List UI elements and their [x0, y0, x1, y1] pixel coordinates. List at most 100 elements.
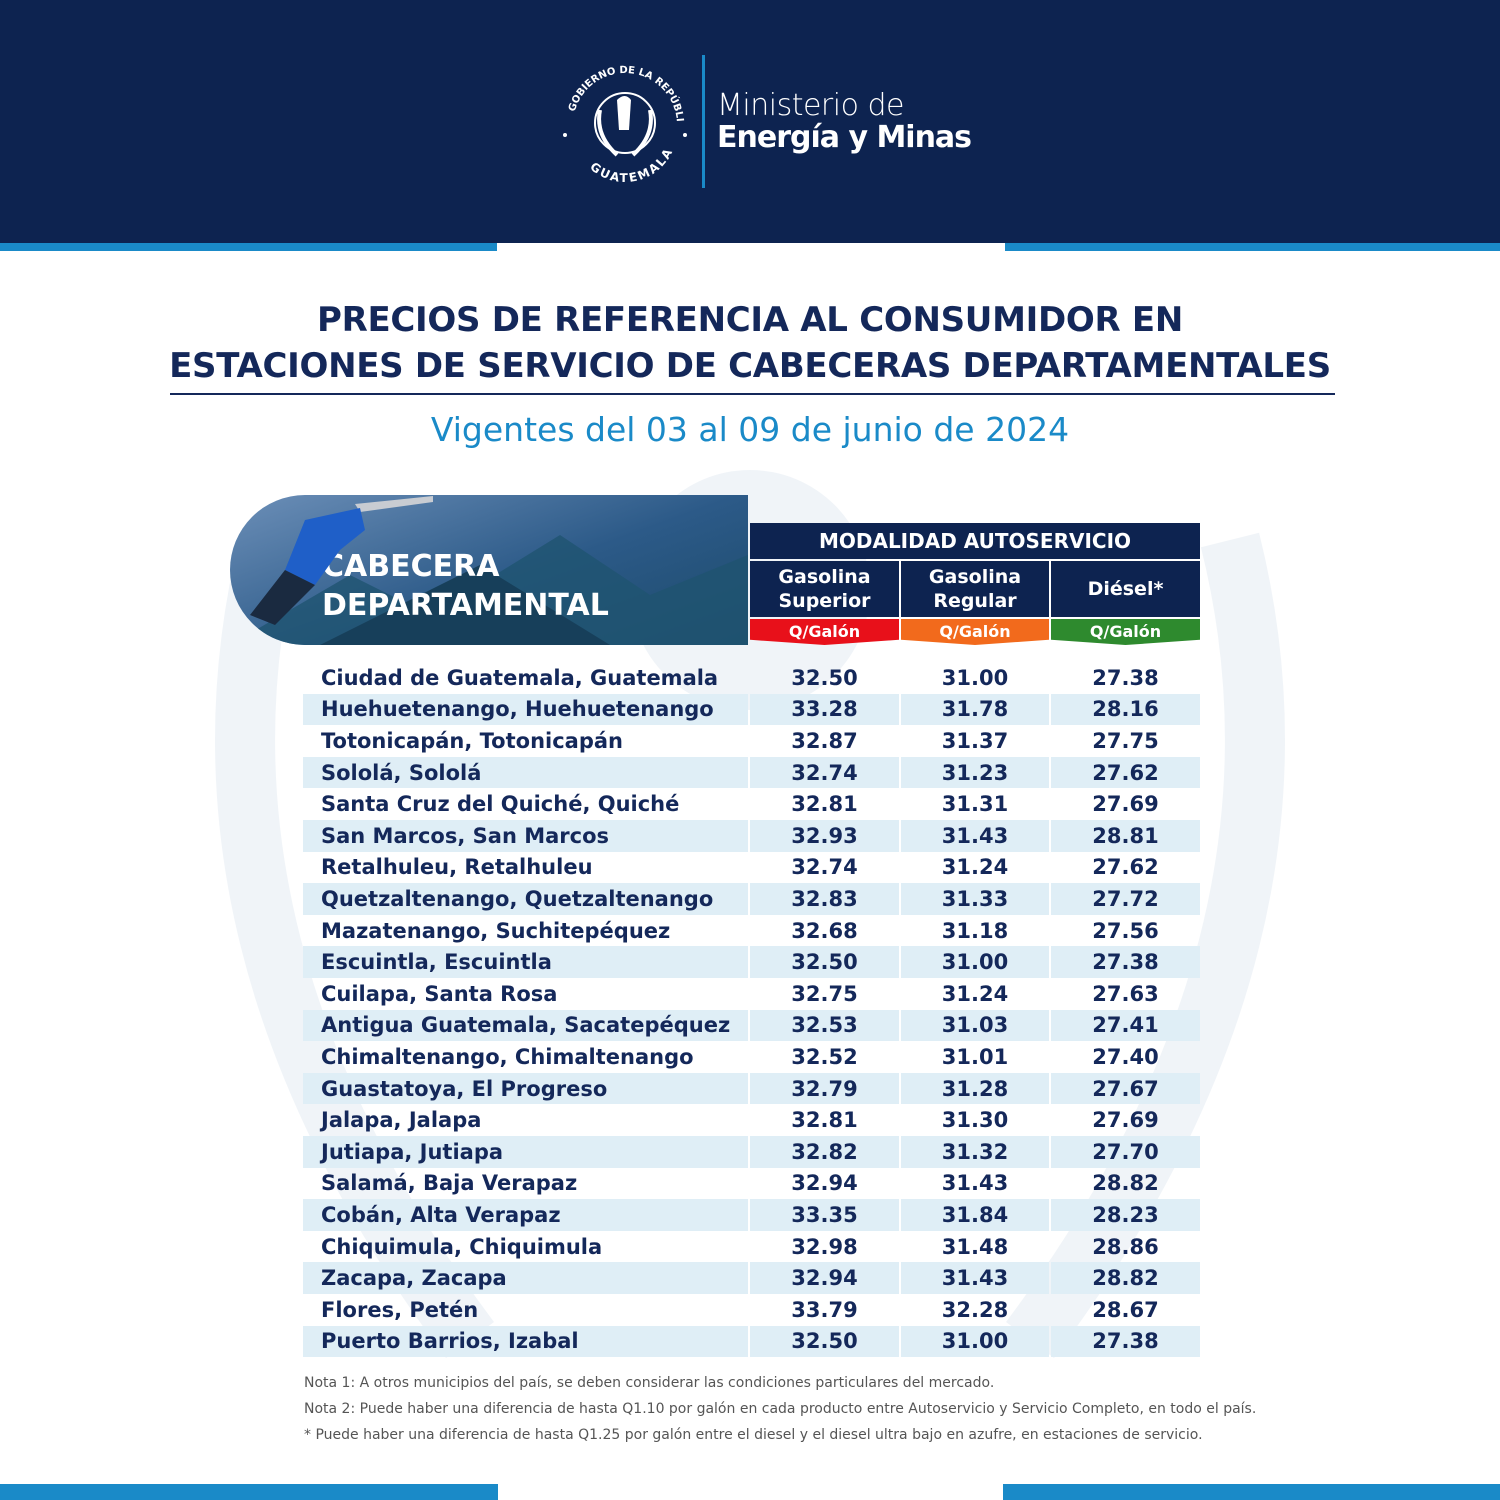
price-cell: 28.67 — [1092, 1297, 1159, 1322]
unit-label-diesel: Q/Galón — [1051, 619, 1200, 645]
city-name: Salamá, Baja Verapaz — [321, 1171, 578, 1196]
column-header-line: Regular — [933, 590, 1017, 612]
table-row: Guastatoya, El Progreso 32.79 31.28 27.67 — [303, 1072, 1200, 1105]
price-cell: 31.28 — [901, 1072, 1049, 1105]
price-cell: 31.43 — [941, 1171, 1009, 1196]
price-cell: 27.67 — [1051, 1072, 1200, 1105]
city-name: Zacapa, Zacapa — [303, 1262, 748, 1294]
price-cell: 31.00 — [941, 665, 1009, 690]
price-cell: 27.69 — [1092, 1108, 1159, 1133]
price-cell: 27.38 — [1051, 946, 1200, 978]
svg-text:GUATEMALA: GUATEMALA — [587, 145, 675, 185]
table-row: Mazatenango, Suchitepéquez 32.68 31.18 27.5… — [303, 915, 1200, 947]
header-banner — [0, 0, 1500, 243]
price-cell: 31.23 — [901, 756, 1049, 789]
ministry-name-line1: Ministerio de — [717, 88, 904, 123]
city-name: Chimaltenango, Chimaltenango — [321, 1044, 694, 1069]
price-cell: 31.03 — [901, 1009, 1049, 1042]
city-name: Puerto Barrios, Izabal — [303, 1325, 748, 1358]
price-cell: 31.18 — [941, 918, 1009, 943]
price-cell: 31.24 — [941, 981, 1009, 1006]
price-cell: 31.01 — [941, 1044, 1009, 1069]
price-cell: 33.28 — [750, 693, 899, 726]
table-row: San Marcos, San Marcos 32.93 31.43 28.81 — [303, 820, 1200, 852]
note-2: Nota 2: Puede haber una diferencia de ha… — [304, 1401, 1257, 1417]
table-row: Jalapa, Jalapa 32.81 31.30 27.69 — [303, 1104, 1200, 1136]
accent-strip — [0, 1484, 498, 1500]
table-row: Chiquimula, Chiquimula 32.98 31.48 28.86 — [303, 1231, 1200, 1263]
price-cell: 32.50 — [750, 946, 899, 978]
table-row: Cuilapa, Santa Rosa 32.75 31.24 27.63 — [303, 978, 1200, 1010]
table-row: Ciudad de Guatemala, Guatemala 32.50 31.00… — [303, 662, 1200, 694]
column-header-line: Gasolina — [928, 566, 1022, 588]
city-name: Jutiapa, Jutiapa — [303, 1136, 748, 1168]
city-name: Sololá, Sololá — [303, 756, 748, 789]
price-cell: 31.32 — [901, 1136, 1049, 1168]
row-header-line2: DEPARTAMENTAL — [322, 588, 609, 623]
city-name: Cuilapa, Santa Rosa — [321, 981, 558, 1006]
table-row: Salamá, Baja Verapaz 32.94 31.43 28.82 — [303, 1168, 1200, 1200]
note-1: Nota 1: A otros municipios del país, se … — [304, 1375, 995, 1391]
price-cell: 32.50 — [791, 665, 858, 690]
price-cell: 32.93 — [750, 820, 899, 852]
table-row: Cobán, Alta Verapaz 33.35 31.84 28.23 — [303, 1199, 1200, 1231]
price-cell: 32.79 — [750, 1072, 899, 1105]
table-row: Escuintla, Escuintla 32.50 31.00 27.38 — [303, 946, 1200, 978]
group-header: MODALIDAD AUTOSERVICIO — [750, 523, 1200, 559]
price-cell: 31.43 — [901, 1262, 1049, 1294]
price-cell: 27.38 — [1051, 1325, 1200, 1358]
price-cell: 31.37 — [941, 728, 1009, 753]
table-row: Puerto Barrios, Izabal 32.50 31.00 27.38 — [303, 1325, 1200, 1358]
page-title-line1: PRECIOS DE REFERENCIA AL CONSUMIDOR EN — [316, 300, 1184, 340]
price-cell: 31.78 — [901, 693, 1049, 726]
price-cell: 31.24 — [941, 855, 1009, 880]
unit-label-superior: Q/Galón — [750, 619, 899, 645]
city-name: Retalhuleu, Retalhuleu — [321, 855, 593, 880]
price-cell: 27.62 — [1092, 855, 1159, 880]
price-cell: 33.35 — [750, 1199, 899, 1231]
city-name: Chiquimula, Chiquimula — [321, 1234, 603, 1259]
price-cell: 32.74 — [750, 756, 899, 789]
table-row: Totonicapán, Totonicapán 32.87 31.37 27.75 — [303, 725, 1200, 757]
table-row: Retalhuleu, Retalhuleu 32.74 31.24 27.62 — [303, 852, 1200, 884]
mountains-illustration — [230, 535, 748, 645]
validity-subtitle: Vigentes del 03 al 09 de junio de 2024 — [430, 410, 1070, 449]
column-header-line: Superior — [778, 590, 871, 612]
unit-label-regular: Q/Galón — [901, 619, 1049, 645]
price-cell: 27.62 — [1051, 756, 1200, 789]
price-cell: 32.50 — [750, 1325, 899, 1358]
column-header-regular: Gasolina Regular — [901, 561, 1049, 617]
price-cell: 28.81 — [1051, 820, 1200, 852]
column-header-diesel: Diésel* — [1051, 561, 1200, 617]
price-cell: 31.31 — [941, 792, 1009, 817]
accent-strip — [1003, 1484, 1500, 1500]
accent-strip — [1005, 243, 1500, 251]
price-cell: 31.48 — [941, 1234, 1009, 1259]
city-name: Antigua Guatemala, Sacatepéquez — [303, 1009, 748, 1042]
accent-strip — [0, 243, 497, 251]
price-cell: 27.38 — [1092, 665, 1159, 690]
fuel-nozzle-icon — [250, 496, 433, 625]
guatemala-seal-logo: GOBIERNO DE LA REPÚBLICA GUATEMALA — [555, 55, 687, 185]
price-cell: 27.56 — [1092, 918, 1159, 943]
price-cell: 28.23 — [1051, 1199, 1200, 1231]
table-row: Santa Cruz del Quiché, Quiché 32.81 31.31 2… — [303, 788, 1200, 820]
price-cell: 27.41 — [1051, 1009, 1200, 1042]
price-cell: 32.87 — [791, 728, 858, 753]
price-cell: 32.74 — [791, 855, 858, 880]
table-row: Sololá, Sololá 32.74 31.23 27.62 — [303, 756, 1200, 789]
city-name: Quetzaltenango, Quetzaltenango — [303, 883, 748, 915]
city-name: Santa Cruz del Quiché, Quiché — [321, 792, 680, 817]
price-cell: 32.81 — [791, 792, 858, 817]
price-cell: 31.00 — [901, 1325, 1049, 1358]
row-header-line1: CABECERA — [322, 549, 500, 584]
price-cell: 27.69 — [1092, 792, 1159, 817]
logo-divider — [702, 55, 705, 188]
price-cell: 28.16 — [1051, 693, 1200, 726]
price-cell: 28.82 — [1051, 1262, 1200, 1294]
table-row: Flores, Petén 33.79 32.28 28.67 — [303, 1294, 1200, 1326]
price-cell: 28.82 — [1092, 1171, 1159, 1196]
ministry-name-line2: Energía y Minas — [717, 120, 972, 155]
city-name: Guastatoya, El Progreso — [303, 1072, 748, 1105]
city-name: Totonicapán, Totonicapán — [321, 728, 623, 753]
